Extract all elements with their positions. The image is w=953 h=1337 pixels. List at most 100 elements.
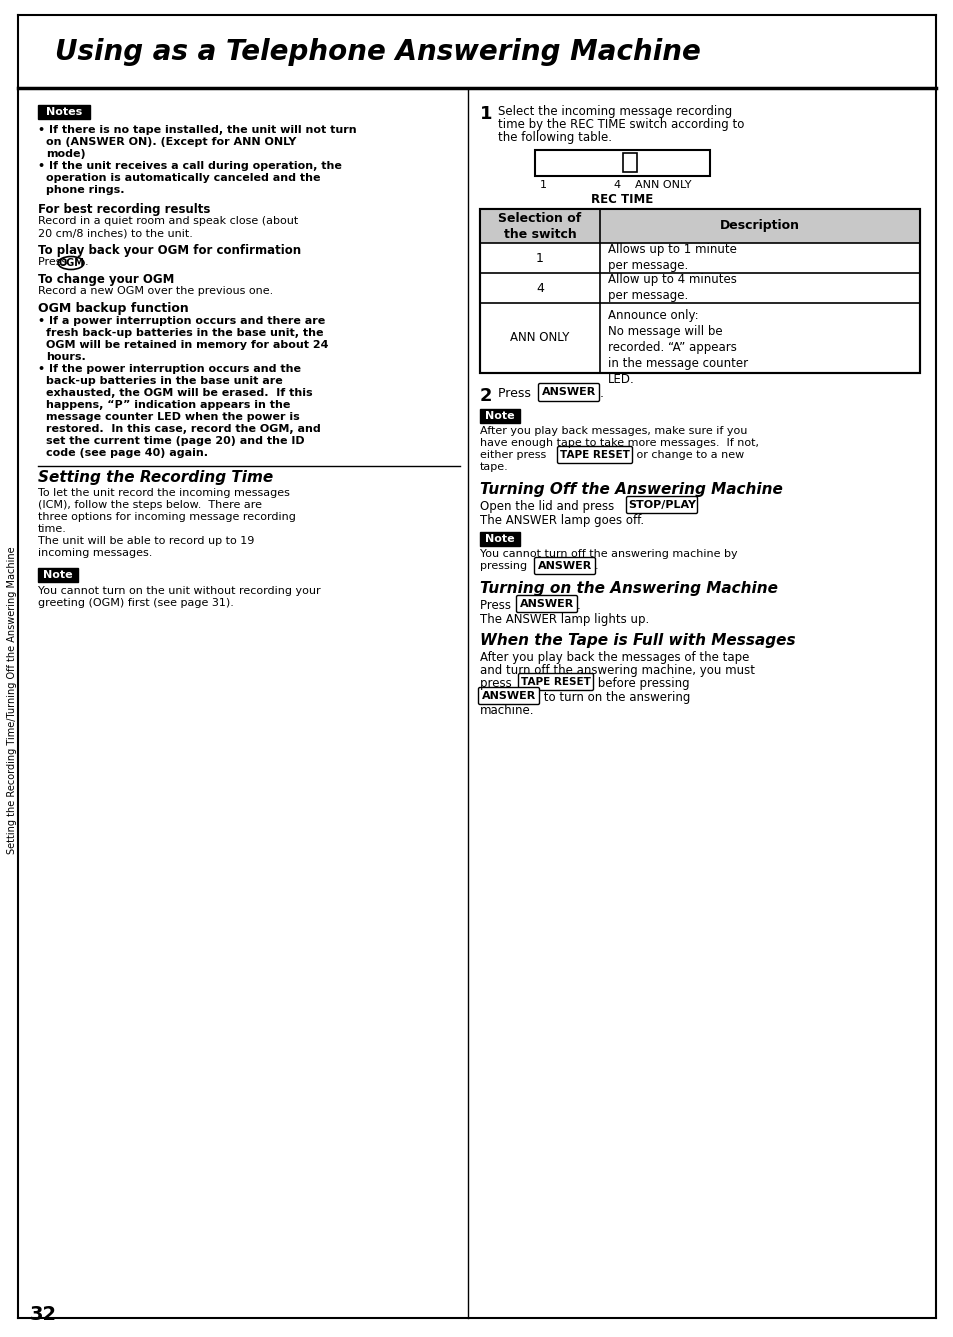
Text: fresh back-up batteries in the base unit, the: fresh back-up batteries in the base unit… [46,328,323,338]
Bar [622,152,637,172]
FancyBboxPatch shape [518,674,593,690]
Text: either press: either press [479,451,549,460]
Text: ANSWER: ANSWER [481,691,536,701]
Text: Note: Note [43,570,72,580]
Text: Note: Note [485,410,515,421]
Text: When the Tape is Full with Messages: When the Tape is Full with Messages [479,632,795,648]
Text: .: . [85,257,89,267]
Text: ANSWER: ANSWER [537,562,592,571]
Text: restored.  In this case, record the OGM, and: restored. In this case, record the OGM, … [46,424,320,435]
Bar [479,532,519,545]
Text: • If the power interruption occurs and the: • If the power interruption occurs and t… [38,364,301,374]
Text: or change to a new: or change to a new [633,451,743,460]
Text: ANN ONLY: ANN ONLY [510,332,569,345]
Text: 1: 1 [479,106,492,123]
Text: Allow up to 4 minutes
per message.: Allow up to 4 minutes per message. [607,274,736,302]
Text: For best recording results: For best recording results [38,203,211,217]
Text: STOP/PLAY: STOP/PLAY [627,500,696,509]
Bar [479,209,919,373]
Bar [38,106,90,119]
Text: The ANSWER lamp lights up.: The ANSWER lamp lights up. [479,612,649,626]
Text: TAPE RESET: TAPE RESET [520,677,590,687]
Text: Open the lid and press: Open the lid and press [479,500,614,513]
Text: 4: 4 [536,282,543,294]
Text: have enough tape to take more messages.  If not,: have enough tape to take more messages. … [479,439,759,448]
Text: Allows up to 1 minute
per message.: Allows up to 1 minute per message. [607,243,736,273]
FancyBboxPatch shape [516,595,577,612]
Text: Record a new OGM over the previous one.: Record a new OGM over the previous one. [38,286,273,295]
Text: After you play back messages, make sure if you: After you play back messages, make sure … [479,427,746,436]
Text: Note: Note [485,533,515,544]
Text: Turning on the Answering Machine: Turning on the Answering Machine [479,582,778,596]
Text: machine.: machine. [479,705,534,717]
Text: ANN ONLY: ANN ONLY [635,180,691,190]
Text: Setting the Recording Time/Turning Off the Answering Machine: Setting the Recording Time/Turning Off t… [7,547,17,854]
Text: You cannot turn on the unit without recording your: You cannot turn on the unit without reco… [38,586,320,596]
Text: set the current time (page 20) and the ID: set the current time (page 20) and the I… [46,436,304,447]
Bar [479,409,519,422]
Bar [479,209,919,243]
Text: The unit will be able to record up to 19: The unit will be able to record up to 19 [38,536,254,545]
Text: You cannot turn off the answering machine by: You cannot turn off the answering machin… [479,550,737,559]
Text: operation is automatically canceled and the: operation is automatically canceled and … [46,172,320,183]
Bar [535,150,709,176]
Text: To change your OGM: To change your OGM [38,273,174,286]
FancyBboxPatch shape [537,384,598,401]
Text: exhausted, the OGM will be erased.  If this: exhausted, the OGM will be erased. If th… [46,388,313,398]
Text: Selection of
the switch: Selection of the switch [497,211,581,241]
Text: Announce only:
No message will be
recorded. “A” appears
in the message counter
L: Announce only: No message will be record… [607,309,747,386]
FancyBboxPatch shape [534,558,595,575]
Text: pressing: pressing [479,562,530,571]
Text: code (see page 40) again.: code (see page 40) again. [46,448,208,459]
Text: • If there is no tape installed, the unit will not turn: • If there is no tape installed, the uni… [38,124,356,135]
Text: Press: Press [497,386,535,400]
Text: After you play back the messages of the tape: After you play back the messages of the … [479,651,749,664]
Text: greeting (OGM) first (see page 31).: greeting (OGM) first (see page 31). [38,598,233,608]
Text: OGM backup function: OGM backup function [38,302,189,316]
Text: 1: 1 [536,251,543,265]
FancyBboxPatch shape [478,687,539,705]
Text: and turn off the answering machine, you must: and turn off the answering machine, you … [479,664,754,677]
Text: Select the incoming message recording: Select the incoming message recording [497,106,732,118]
Text: press: press [479,677,515,690]
Text: time by the REC TIME switch according to: time by the REC TIME switch according to [497,118,743,131]
FancyBboxPatch shape [557,447,632,464]
Text: To play back your OGM for confirmation: To play back your OGM for confirmation [38,243,301,257]
Text: Setting the Recording Time: Setting the Recording Time [38,471,273,485]
Text: 1: 1 [539,180,546,190]
Text: back-up batteries in the base unit are: back-up batteries in the base unit are [46,376,282,386]
Text: tape.: tape. [479,463,508,472]
Text: OGM: OGM [58,258,84,267]
Bar [38,568,78,582]
Text: .: . [595,562,598,571]
Text: OGM will be retained in memory for about 24: OGM will be retained in memory for about… [46,340,328,350]
Text: phone rings.: phone rings. [46,185,125,195]
Text: 2: 2 [479,386,492,405]
Text: before pressing: before pressing [594,677,689,690]
Text: 4: 4 [613,180,619,190]
Text: • If the unit receives a call during operation, the: • If the unit receives a call during ope… [38,160,341,171]
Text: three options for incoming message recording: three options for incoming message recor… [38,512,295,521]
FancyBboxPatch shape [626,496,697,513]
Text: .: . [599,386,603,400]
Text: the following table.: the following table. [497,131,612,144]
Text: Notes: Notes [46,107,82,118]
Text: Using as a Telephone Answering Machine: Using as a Telephone Answering Machine [55,37,700,66]
Text: Record in a quiet room and speak close (about: Record in a quiet room and speak close (… [38,217,298,226]
Text: ANSWER: ANSWER [541,388,596,397]
Text: Press: Press [38,257,71,267]
Text: message counter LED when the power is: message counter LED when the power is [46,412,299,422]
Text: The ANSWER lamp goes off.: The ANSWER lamp goes off. [479,513,643,527]
Text: REC TIME: REC TIME [591,193,653,206]
Bar [479,209,919,373]
Text: 20 cm/8 inches) to the unit.: 20 cm/8 inches) to the unit. [38,229,193,238]
Text: ANSWER: ANSWER [519,599,574,608]
Text: To let the unit record the incoming messages: To let the unit record the incoming mess… [38,488,290,497]
Text: (ICM), follow the steps below.  There are: (ICM), follow the steps below. There are [38,500,262,509]
Text: Description: Description [720,219,800,233]
Text: on (ANSWER ON). (Except for ANN ONLY: on (ANSWER ON). (Except for ANN ONLY [46,136,296,147]
Text: incoming messages.: incoming messages. [38,548,152,558]
Text: .: . [577,599,580,612]
Text: happens, “P” indication appears in the: happens, “P” indication appears in the [46,400,290,410]
Text: time.: time. [38,524,67,533]
